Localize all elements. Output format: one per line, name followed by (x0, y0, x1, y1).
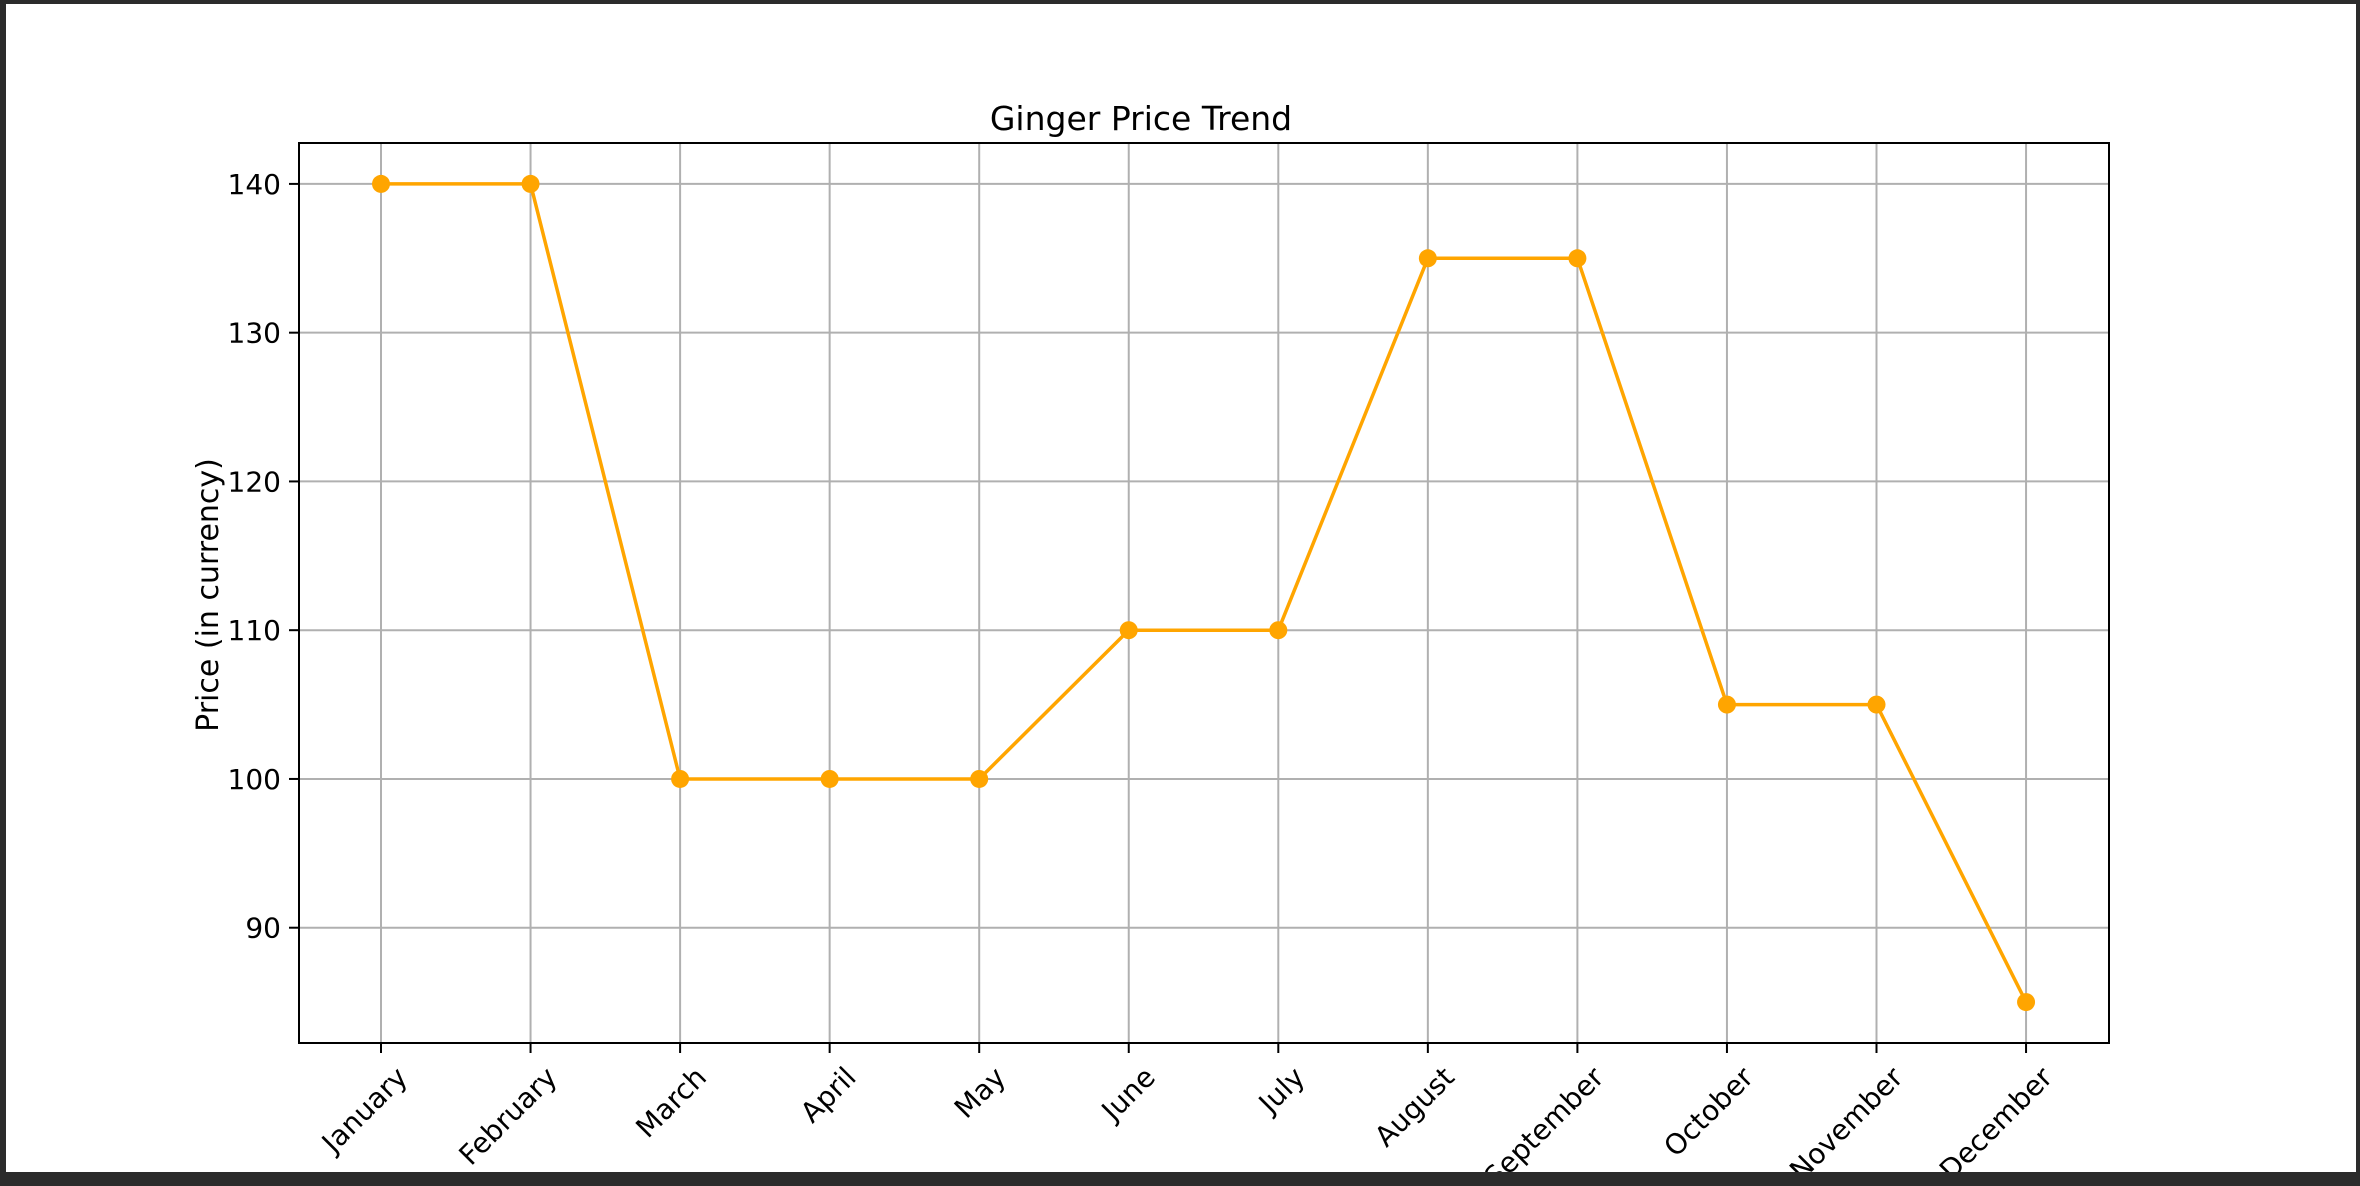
y-tick-label: 90 (245, 912, 281, 945)
data-point (521, 174, 540, 193)
data-point (1418, 249, 1437, 268)
data-point (1119, 621, 1138, 640)
x-tick-label: July (1251, 1061, 1311, 1121)
x-tick-label: March (629, 1061, 713, 1145)
data-point (1568, 249, 1587, 268)
x-tick-label: April (794, 1061, 863, 1130)
chart-frame: Ginger Price Trend Price (in currency) 9… (6, 4, 2356, 1172)
data-point (820, 769, 839, 788)
plot-area-border (298, 142, 2110, 1044)
series-line (381, 182, 2028, 1003)
data-point (1867, 695, 1886, 714)
data-point (1717, 695, 1736, 714)
x-tick-label: December (1933, 1060, 2059, 1172)
x-tick-label: September (1478, 1060, 1611, 1172)
grid-lines (299, 143, 2109, 1043)
y-axis-label: Price (in currency) (191, 458, 226, 732)
series-group (372, 174, 2036, 1012)
x-tick-label: January (314, 1061, 414, 1161)
y-axis: 90 100 110 120 130 140 (228, 168, 299, 945)
x-axis: January February March April May June July Augu… (314, 1043, 2059, 1172)
chart-title: Ginger Price Trend (990, 99, 1292, 138)
x-tick-label: November (1783, 1060, 1910, 1172)
x-tick-label: October (1657, 1060, 1760, 1163)
y-tick-label: 140 (228, 168, 281, 201)
data-point (1269, 621, 1288, 640)
y-tick-label: 130 (228, 317, 281, 350)
data-point (372, 174, 390, 193)
y-tick-label: 110 (228, 614, 281, 647)
line-chart: Ginger Price Trend Price (in currency) 9… (191, 99, 2110, 1172)
x-tick-label: August (1368, 1061, 1461, 1154)
x-tick-label: May (948, 1061, 1012, 1125)
y-tick-label: 120 (228, 465, 281, 498)
y-tick-label: 100 (228, 763, 281, 796)
data-point (970, 769, 989, 788)
data-point (671, 769, 690, 788)
x-tick-label: June (1094, 1061, 1162, 1129)
data-point (2017, 993, 2036, 1012)
x-tick-label: February (452, 1061, 563, 1172)
